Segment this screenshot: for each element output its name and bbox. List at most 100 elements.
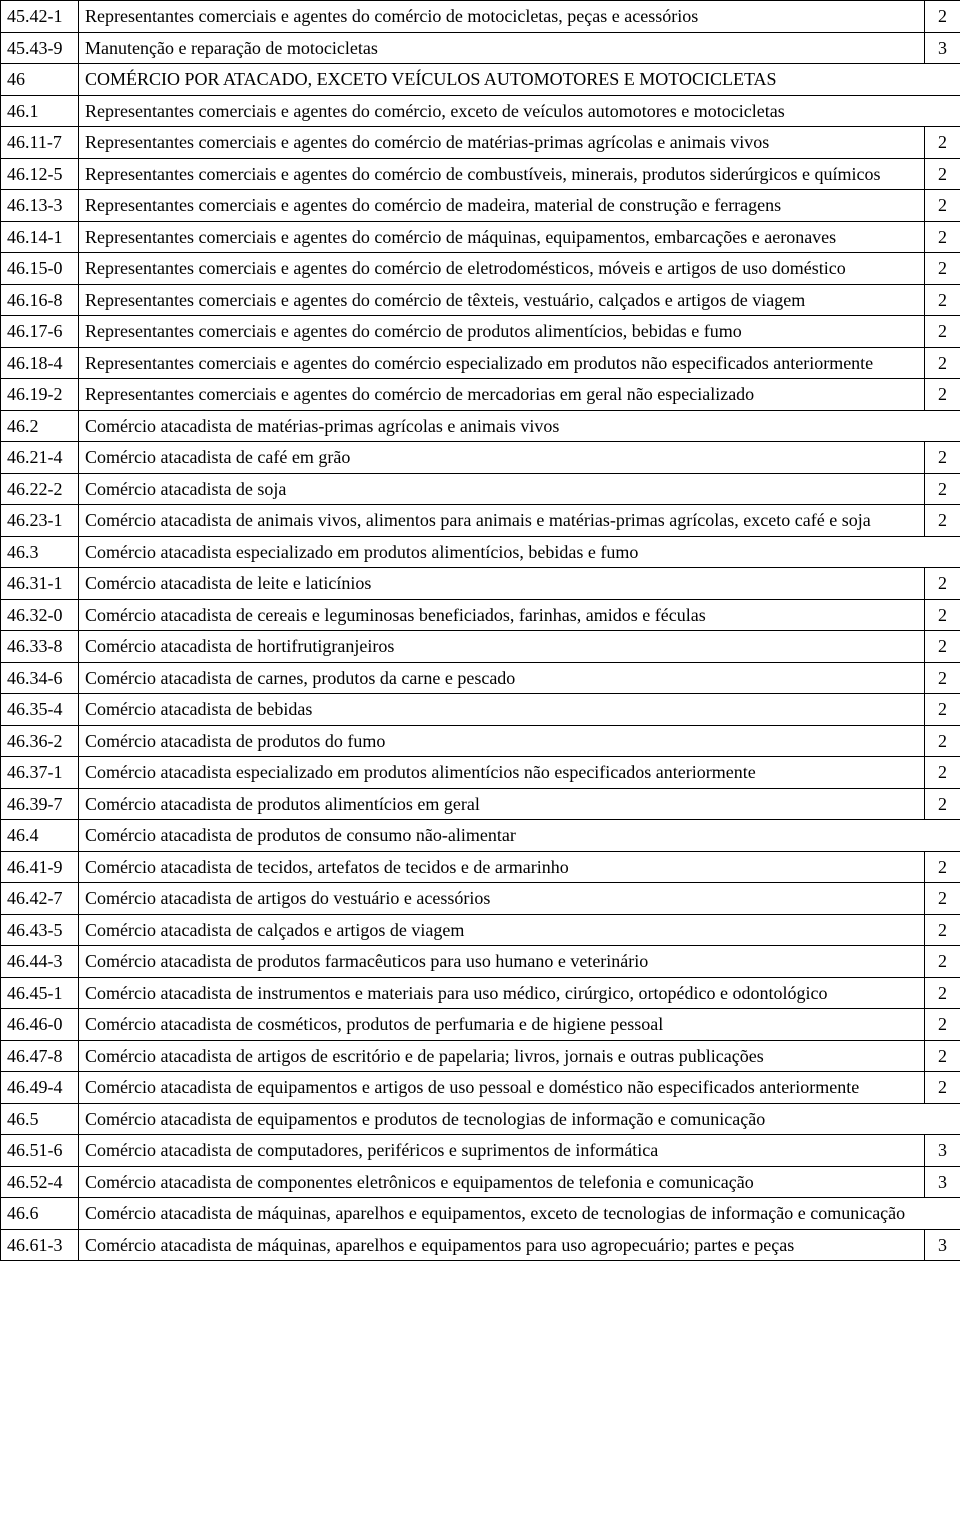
value-cell: 2 — [925, 946, 960, 978]
code-cell: 46.45-1 — [1, 977, 79, 1009]
code-cell: 46.21-4 — [1, 442, 79, 474]
table-row: 46.12-5Representantes comerciais e agent… — [1, 158, 960, 190]
description-cell: Comércio atacadista de máquinas, aparelh… — [79, 1229, 925, 1261]
value-cell: 2 — [925, 568, 960, 600]
code-cell: 46.2 — [1, 410, 79, 442]
value-cell: 3 — [925, 1135, 960, 1167]
table-row: 46.18-4Representantes comerciais e agent… — [1, 347, 960, 379]
table-row: 46.61-3Comércio atacadista de máquinas, … — [1, 1229, 960, 1261]
code-cell: 46.41-9 — [1, 851, 79, 883]
table-row: 46.15-0Representantes comerciais e agent… — [1, 253, 960, 285]
description-cell: Representantes comerciais e agentes do c… — [79, 1, 925, 33]
description-cell: Representantes comerciais e agentes do c… — [79, 284, 925, 316]
description-cell: Comércio atacadista de bebidas — [79, 694, 925, 726]
value-cell: 3 — [925, 32, 960, 64]
table-row: 46.2Comércio atacadista de matérias-prim… — [1, 410, 960, 442]
description-cell: Representantes comerciais e agentes do c… — [79, 379, 925, 411]
code-cell: 46.39-7 — [1, 788, 79, 820]
table-row: 46.34-6Comércio atacadista de carnes, pr… — [1, 662, 960, 694]
code-cell: 46.44-3 — [1, 946, 79, 978]
value-cell: 2 — [925, 505, 960, 537]
value-cell: 2 — [925, 284, 960, 316]
code-cell: 46.37-1 — [1, 757, 79, 789]
table-row: 46.39-7Comércio atacadista de produtos a… — [1, 788, 960, 820]
value-cell: 2 — [925, 883, 960, 915]
description-cell: COMÉRCIO POR ATACADO, EXCETO VEÍCULOS AU… — [79, 64, 960, 96]
description-cell: Comércio atacadista de componentes eletr… — [79, 1166, 925, 1198]
description-cell: Comércio atacadista de produtos de consu… — [79, 820, 960, 852]
description-cell: Comércio atacadista de equipamentos e ar… — [79, 1072, 925, 1104]
table-row: 46.32-0Comércio atacadista de cereais e … — [1, 599, 960, 631]
code-cell: 46.51-6 — [1, 1135, 79, 1167]
value-cell: 2 — [925, 221, 960, 253]
code-cell: 46.12-5 — [1, 158, 79, 190]
code-cell: 46.1 — [1, 95, 79, 127]
description-cell: Comércio atacadista de café em grão — [79, 442, 925, 474]
description-cell: Comércio atacadista de máquinas, aparelh… — [79, 1198, 960, 1230]
value-cell: 2 — [925, 442, 960, 474]
code-cell: 46.35-4 — [1, 694, 79, 726]
description-cell: Representantes comerciais e agentes do c… — [79, 253, 925, 285]
table-row: 46.4Comércio atacadista de produtos de c… — [1, 820, 960, 852]
value-cell: 2 — [925, 662, 960, 694]
description-cell: Representantes comerciais e agentes do c… — [79, 95, 960, 127]
table-row: 46.35-4Comércio atacadista de bebidas2 — [1, 694, 960, 726]
description-cell: Comércio atacadista de artigos do vestuá… — [79, 883, 925, 915]
table-row: 46.17-6Representantes comerciais e agent… — [1, 316, 960, 348]
value-cell: 2 — [925, 725, 960, 757]
table-row: 46.13-3Representantes comerciais e agent… — [1, 190, 960, 222]
description-cell: Manutenção e reparação de motocicletas — [79, 32, 925, 64]
code-cell: 46.11-7 — [1, 127, 79, 159]
code-cell: 46.47-8 — [1, 1040, 79, 1072]
code-cell: 46.18-4 — [1, 347, 79, 379]
code-cell: 46.31-1 — [1, 568, 79, 600]
description-cell: Comércio atacadista de carnes, produtos … — [79, 662, 925, 694]
value-cell: 2 — [925, 599, 960, 631]
value-cell: 3 — [925, 1229, 960, 1261]
description-cell: Comércio atacadista de instrumentos e ma… — [79, 977, 925, 1009]
description-cell: Comércio atacadista de tecidos, artefato… — [79, 851, 925, 883]
table-row: 46COMÉRCIO POR ATACADO, EXCETO VEÍCULOS … — [1, 64, 960, 96]
code-cell: 46.16-8 — [1, 284, 79, 316]
code-cell: 46.14-1 — [1, 221, 79, 253]
code-cell: 46 — [1, 64, 79, 96]
code-cell: 46.23-1 — [1, 505, 79, 537]
code-cell: 46.52-4 — [1, 1166, 79, 1198]
description-cell: Comércio atacadista de artigos de escrit… — [79, 1040, 925, 1072]
table-row: 46.47-8Comércio atacadista de artigos de… — [1, 1040, 960, 1072]
description-cell: Comércio atacadista de hortifrutigranjei… — [79, 631, 925, 663]
description-cell: Comércio atacadista de equipamentos e pr… — [79, 1103, 960, 1135]
value-cell: 2 — [925, 379, 960, 411]
value-cell: 3 — [925, 1166, 960, 1198]
value-cell: 2 — [925, 1009, 960, 1041]
code-cell: 46.61-3 — [1, 1229, 79, 1261]
table-row: 46.6Comércio atacadista de máquinas, apa… — [1, 1198, 960, 1230]
table-row: 46.49-4Comércio atacadista de equipament… — [1, 1072, 960, 1104]
code-cell: 46.36-2 — [1, 725, 79, 757]
table-row: 46.43-5Comércio atacadista de calçados e… — [1, 914, 960, 946]
code-cell: 46.32-0 — [1, 599, 79, 631]
value-cell: 2 — [925, 694, 960, 726]
table-row: 46.44-3Comércio atacadista de produtos f… — [1, 946, 960, 978]
value-cell: 2 — [925, 473, 960, 505]
code-cell: 46.4 — [1, 820, 79, 852]
value-cell: 2 — [925, 158, 960, 190]
table-row: 45.42-1Representantes comerciais e agent… — [1, 1, 960, 33]
code-cell: 45.42-1 — [1, 1, 79, 33]
table-row: 46.42-7Comércio atacadista de artigos do… — [1, 883, 960, 915]
description-cell: Representantes comerciais e agentes do c… — [79, 347, 925, 379]
value-cell: 2 — [925, 788, 960, 820]
code-cell: 46.13-3 — [1, 190, 79, 222]
table-row: 45.43-9Manutenção e reparação de motocic… — [1, 32, 960, 64]
description-cell: Comércio atacadista de cereais e legumin… — [79, 599, 925, 631]
code-cell: 46.17-6 — [1, 316, 79, 348]
code-cell: 46.43-5 — [1, 914, 79, 946]
description-cell: Comércio atacadista de cosméticos, produ… — [79, 1009, 925, 1041]
description-cell: Comércio atacadista de produtos do fumo — [79, 725, 925, 757]
table-row: 46.33-8Comércio atacadista de hortifruti… — [1, 631, 960, 663]
description-cell: Comércio atacadista de leite e laticínio… — [79, 568, 925, 600]
value-cell: 2 — [925, 977, 960, 1009]
value-cell: 2 — [925, 190, 960, 222]
description-cell: Comércio atacadista de animais vivos, al… — [79, 505, 925, 537]
table-row: 46.5Comércio atacadista de equipamentos … — [1, 1103, 960, 1135]
